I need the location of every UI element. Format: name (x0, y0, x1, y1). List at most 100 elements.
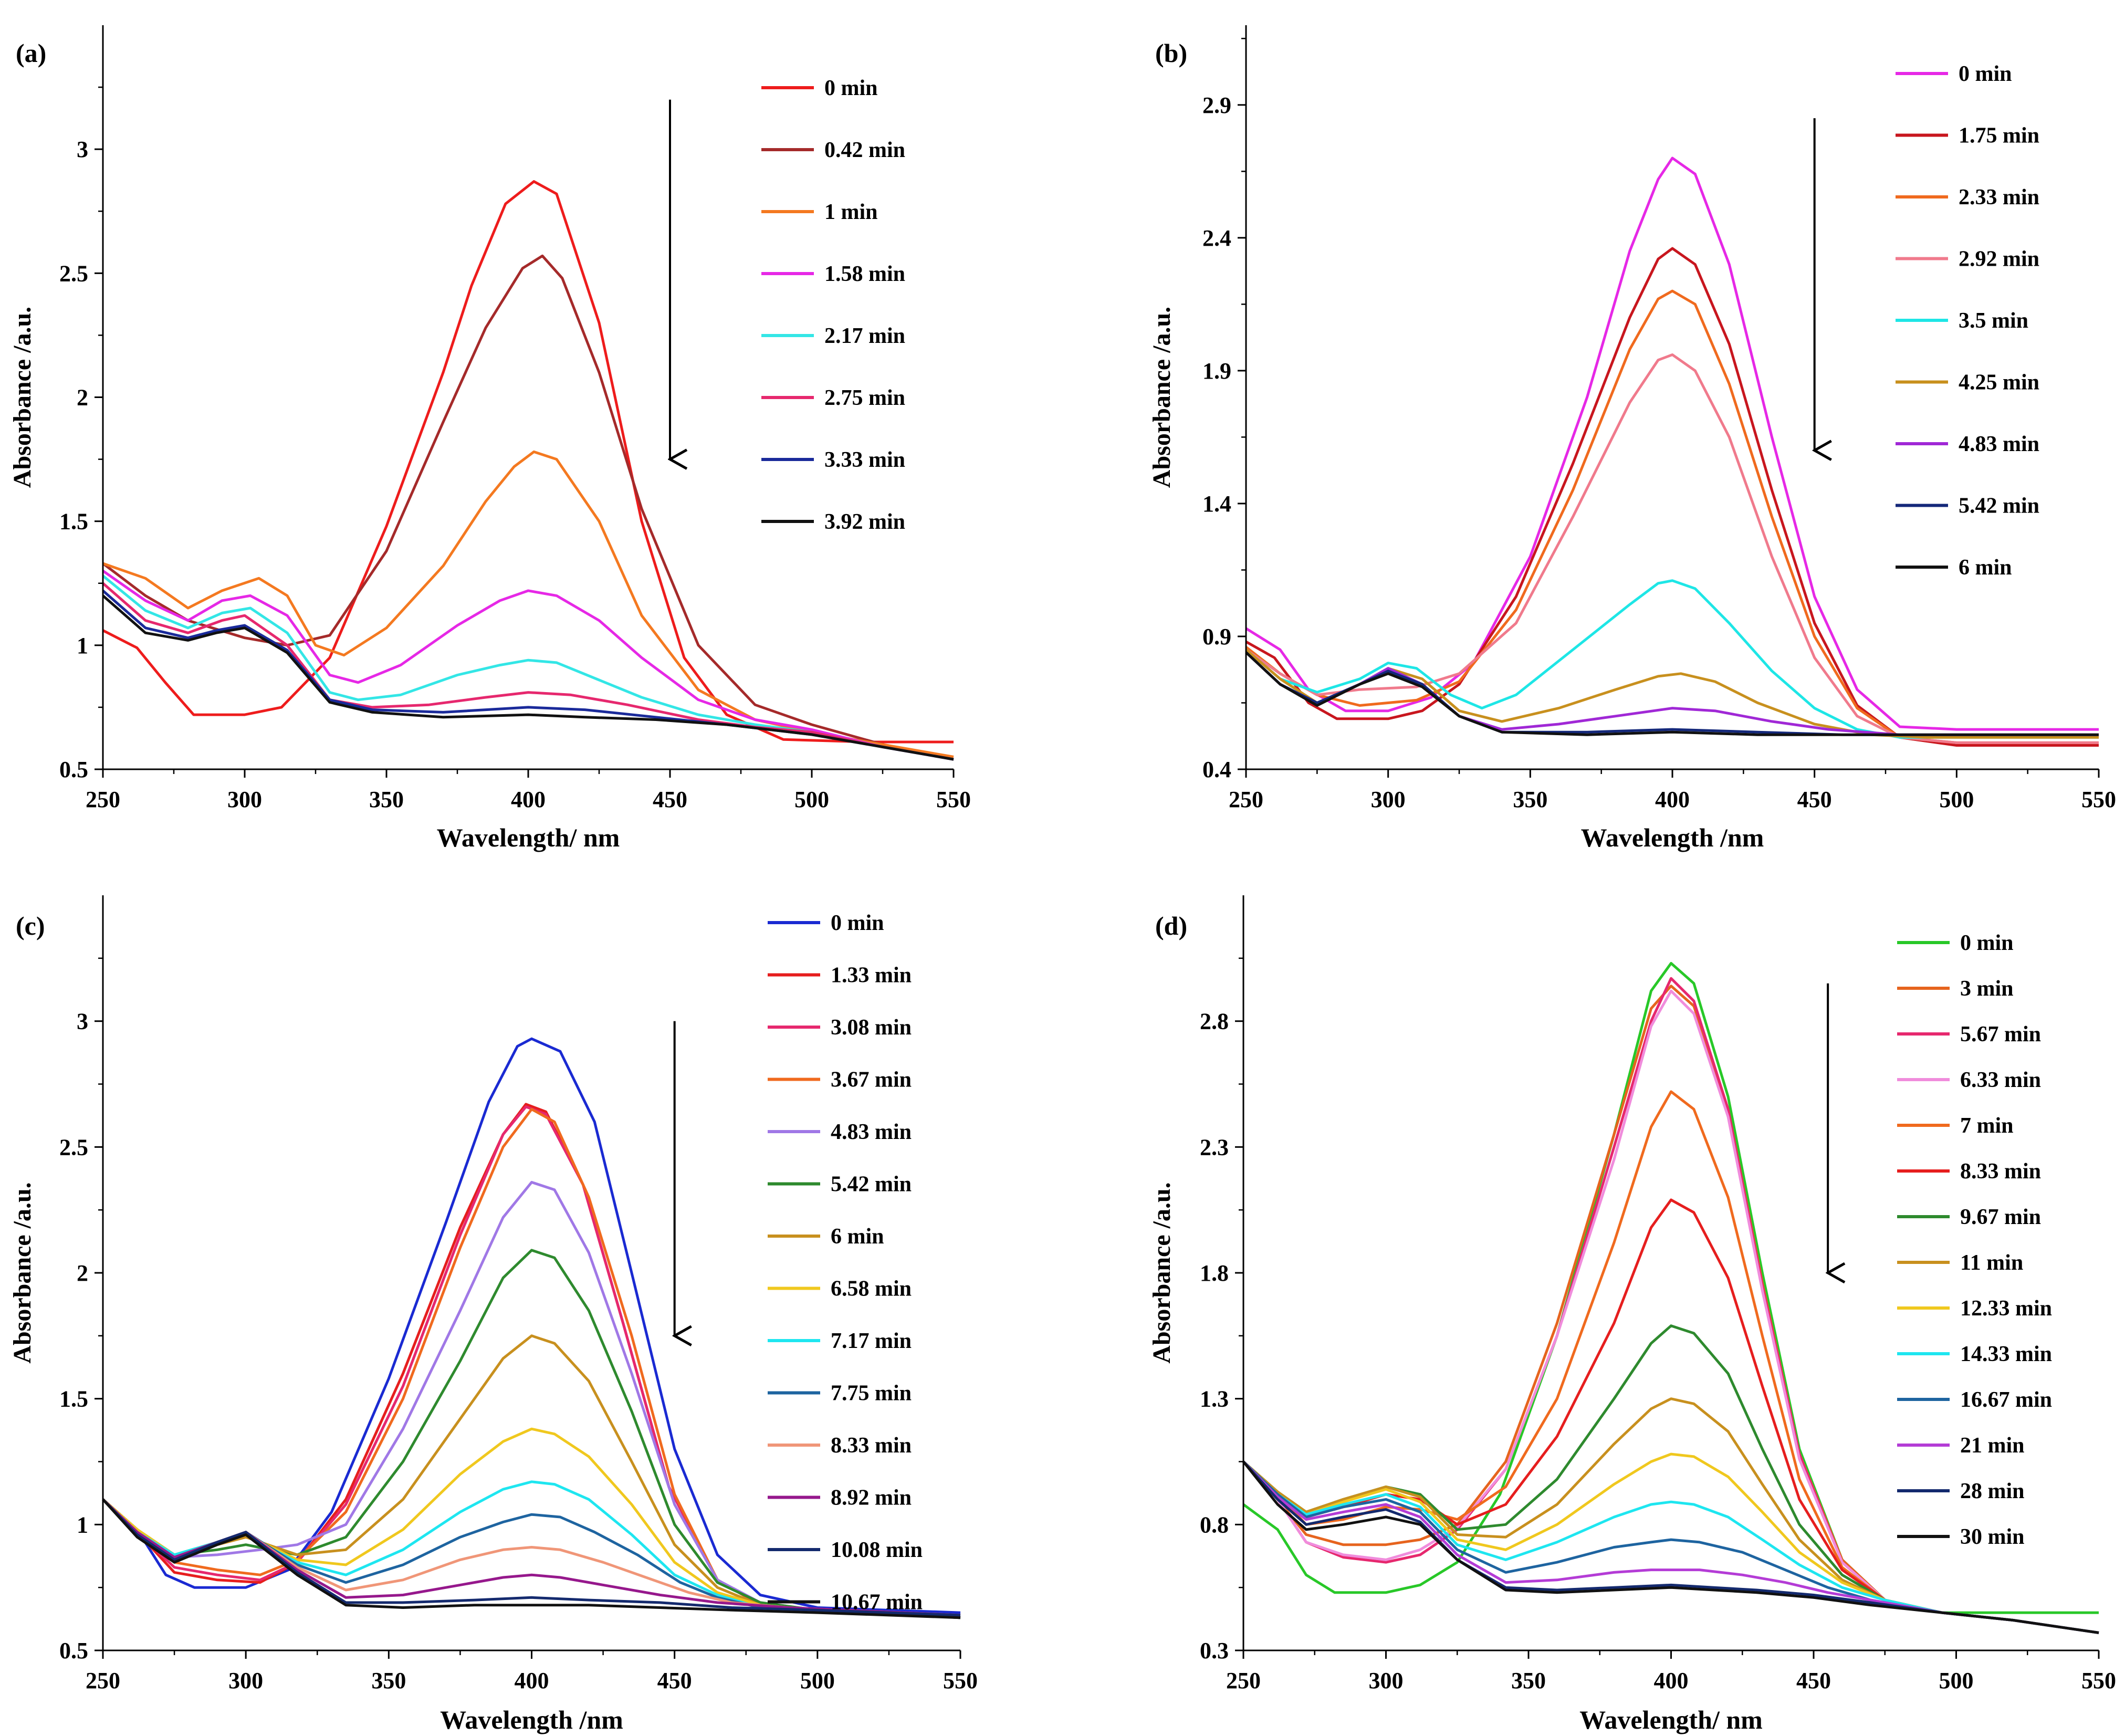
x-tick-label: 350 (1513, 787, 1547, 812)
series-line (102, 1498, 961, 1619)
legend-label: 4.83 min (831, 1120, 912, 1144)
y-tick-label: 0.3 (1200, 1638, 1229, 1664)
legend-label: 11 min (1960, 1251, 2023, 1275)
x-tick-label: 300 (1371, 787, 1406, 812)
series-line (1242, 1460, 2099, 1634)
series-line (1245, 289, 2099, 744)
legend-label: 1.75 min (1959, 124, 2039, 148)
y-axis-title: Absorbance /a.u. (1148, 307, 1176, 488)
series-line (1245, 651, 2099, 736)
legend-label: 4.83 min (1959, 432, 2039, 456)
legend-label: 10.08 min (831, 1538, 923, 1562)
x-tick-label: 350 (371, 1668, 406, 1693)
legend-label: 7.17 min (831, 1329, 912, 1353)
y-tick-label: 2.3 (1200, 1134, 1229, 1160)
legend-label: 0 min (831, 911, 884, 935)
panel-label: (c) (16, 911, 45, 940)
legend-label: 5.67 min (1960, 1022, 2041, 1047)
series-line (1242, 989, 2099, 1634)
legend-label: 30 min (1960, 1525, 2025, 1549)
y-tick-label: 2 (77, 1260, 88, 1286)
x-tick-label: 450 (1796, 1668, 1831, 1693)
y-tick-label: 2.5 (59, 260, 88, 286)
y-tick-label: 1.9 (1202, 358, 1231, 384)
legend-label: 6 min (1959, 556, 2012, 580)
x-tick-label: 400 (1654, 1668, 1689, 1693)
legend: 0 min 0.42 min 1 min 1.58 min 2.17 min 2.75 m… (761, 76, 905, 534)
series-line (102, 570, 954, 761)
x-tick-label: 500 (1939, 1668, 1974, 1693)
legend-label: 28 min (1960, 1479, 2025, 1503)
chart-panel-2: 250 300 350 400 450 500 550 0.4 0.9 1.4 1.9 2.4 2.9 W… (1148, 25, 2116, 852)
legend-label: 16.67 min (1960, 1388, 2052, 1412)
series-line (1242, 961, 2099, 1614)
y-tick-label: 2.9 (1202, 92, 1231, 118)
legend: 0 min 1.33 min 3.08 min 3.67 min 4.83 min 5.4… (768, 911, 923, 1615)
x-axis-title: Wavelength /nm (440, 1705, 623, 1734)
y-tick-label: 1.5 (59, 509, 88, 535)
legend-label: 3.5 min (1959, 309, 2028, 333)
legend-label: 6.33 min (1960, 1068, 2041, 1092)
legend-label: 3.33 min (824, 448, 905, 472)
x-tick-label: 400 (515, 1668, 549, 1693)
series-line (1242, 1452, 2099, 1634)
legend-label: 6.58 min (831, 1277, 912, 1301)
legend-label: 2.75 min (824, 386, 905, 410)
chart-panel-1: 250 300 350 400 450 500 550 0.5 1 1.5 2 2.5 3 Wavelen… (8, 25, 971, 852)
y-tick-label: 1.5 (59, 1386, 88, 1412)
x-tick-label: 550 (2081, 787, 2116, 812)
legend-label: 21 min (1960, 1434, 2025, 1458)
x-tick-label: 500 (1939, 787, 1974, 812)
y-tick-label: 1.3 (1200, 1386, 1229, 1412)
x-axis-title: Wavelength/ nm (1579, 1705, 1763, 1734)
x-tick-label: 250 (86, 1668, 120, 1693)
legend-label: 10.67 min (831, 1591, 923, 1615)
series-line (1245, 651, 2099, 736)
x-tick-label: 450 (653, 787, 687, 812)
y-tick-label: 2.4 (1202, 225, 1231, 251)
series-line (102, 1498, 961, 1617)
series-line (102, 1180, 961, 1619)
series-line (1242, 1460, 2099, 1634)
legend-label: 7 min (1960, 1114, 2014, 1138)
y-tick-label: 0.5 (59, 1638, 88, 1664)
x-tick-label: 250 (86, 787, 120, 812)
series-line (102, 574, 954, 761)
panel-label: (a) (16, 38, 46, 68)
x-tick-label: 250 (1226, 1668, 1261, 1693)
legend-label: 8.33 min (831, 1434, 912, 1458)
series-line (102, 450, 954, 758)
legend-label: 5.42 min (1959, 494, 2039, 518)
legend-label: 3.92 min (824, 510, 905, 534)
legend-label: 1 min (824, 200, 878, 224)
y-axis-title: Absorbance /a.u. (1148, 1182, 1176, 1363)
legend-label: 0.42 min (824, 138, 905, 162)
series-line (1242, 1460, 2099, 1634)
series-line (1245, 353, 2099, 744)
legend-label: 14.33 min (1960, 1342, 2052, 1366)
legend: 0 min 3 min 5.67 min 6.33 min 7 min 8.33 min 9… (1897, 931, 2052, 1549)
legend-label: 2.33 min (1959, 185, 2039, 210)
legend-label: 6 min (831, 1225, 884, 1249)
x-tick-label: 300 (1369, 1668, 1404, 1693)
chart-panel-4: 250 300 350 400 450 500 550 0.3 0.8 1.3 1.8 2.3 2.8 W… (1148, 895, 2116, 1734)
series-line (102, 1249, 961, 1619)
series-line (1242, 1460, 2099, 1634)
x-tick-label: 500 (794, 787, 829, 812)
x-tick-label: 350 (369, 787, 404, 812)
legend-label: 1.58 min (824, 262, 905, 286)
x-tick-label: 450 (657, 1668, 692, 1693)
legend-label: 3.67 min (831, 1068, 912, 1092)
y-tick-label: 3 (77, 1009, 88, 1034)
x-axis-title: Wavelength/ nm (437, 823, 620, 852)
legend-label: 3.08 min (831, 1016, 912, 1040)
legend-label: 3 min (1960, 977, 2014, 1001)
y-tick-label: 2.5 (59, 1134, 88, 1160)
legend-label: 12.33 min (1960, 1296, 2052, 1321)
series-line (1245, 156, 2099, 731)
legend: 0 min 1.75 min 2.33 min 2.92 min 3.5 min 4.25… (1896, 62, 2039, 580)
x-tick-label: 450 (1797, 787, 1832, 812)
legend-label: 0 min (1959, 62, 2012, 86)
y-axis-title: Absorbance /a.u. (8, 307, 36, 488)
series-line (102, 180, 954, 744)
